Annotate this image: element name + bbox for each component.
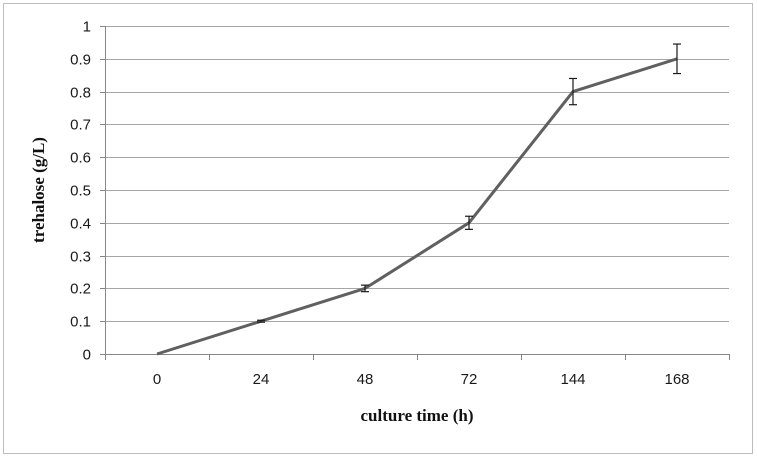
axes — [100, 26, 730, 360]
y-tick-label: 0.4 — [70, 216, 91, 233]
x-tick-label: 168 — [664, 371, 689, 388]
y-tick-label: 0.6 — [70, 150, 91, 167]
x-tick-labels: 0 24 48 72 144 168 — [153, 371, 690, 388]
error-bar — [257, 319, 265, 323]
x-tick-label: 144 — [560, 371, 585, 388]
error-bar — [569, 77, 577, 106]
error-bar — [361, 284, 369, 293]
chart-frame — [3, 3, 753, 454]
y-tick-label: 0 — [83, 347, 91, 364]
x-tick-label: 0 — [153, 371, 161, 388]
y-tick-label: 0.2 — [70, 281, 91, 298]
y-tick-labels: 0 0.1 0.2 0.3 0.4 0.5 0.6 0.7 0.8 0.9 1 — [70, 19, 91, 364]
x-tick-label: 24 — [253, 371, 270, 388]
error-bar — [673, 43, 681, 75]
x-tick-label: 48 — [357, 371, 374, 388]
y-tick-label: 0.7 — [70, 117, 91, 134]
gridlines — [105, 26, 729, 322]
x-tick-label: 72 — [461, 371, 478, 388]
y-axis-title: trehalose (g/L) — [29, 137, 48, 243]
y-tick-label: 0.5 — [70, 183, 91, 200]
data-series — [156, 43, 681, 356]
y-tick-label: 0.1 — [70, 314, 91, 331]
y-tick-label: 0.3 — [70, 249, 91, 266]
y-tick-label: 1 — [83, 19, 91, 36]
y-tick-label: 0.8 — [70, 85, 91, 102]
error-bar — [465, 215, 473, 230]
series-line — [156, 57, 678, 356]
x-axis-title: culture time (h) — [361, 406, 474, 425]
y-tick-label: 0.9 — [70, 52, 91, 69]
